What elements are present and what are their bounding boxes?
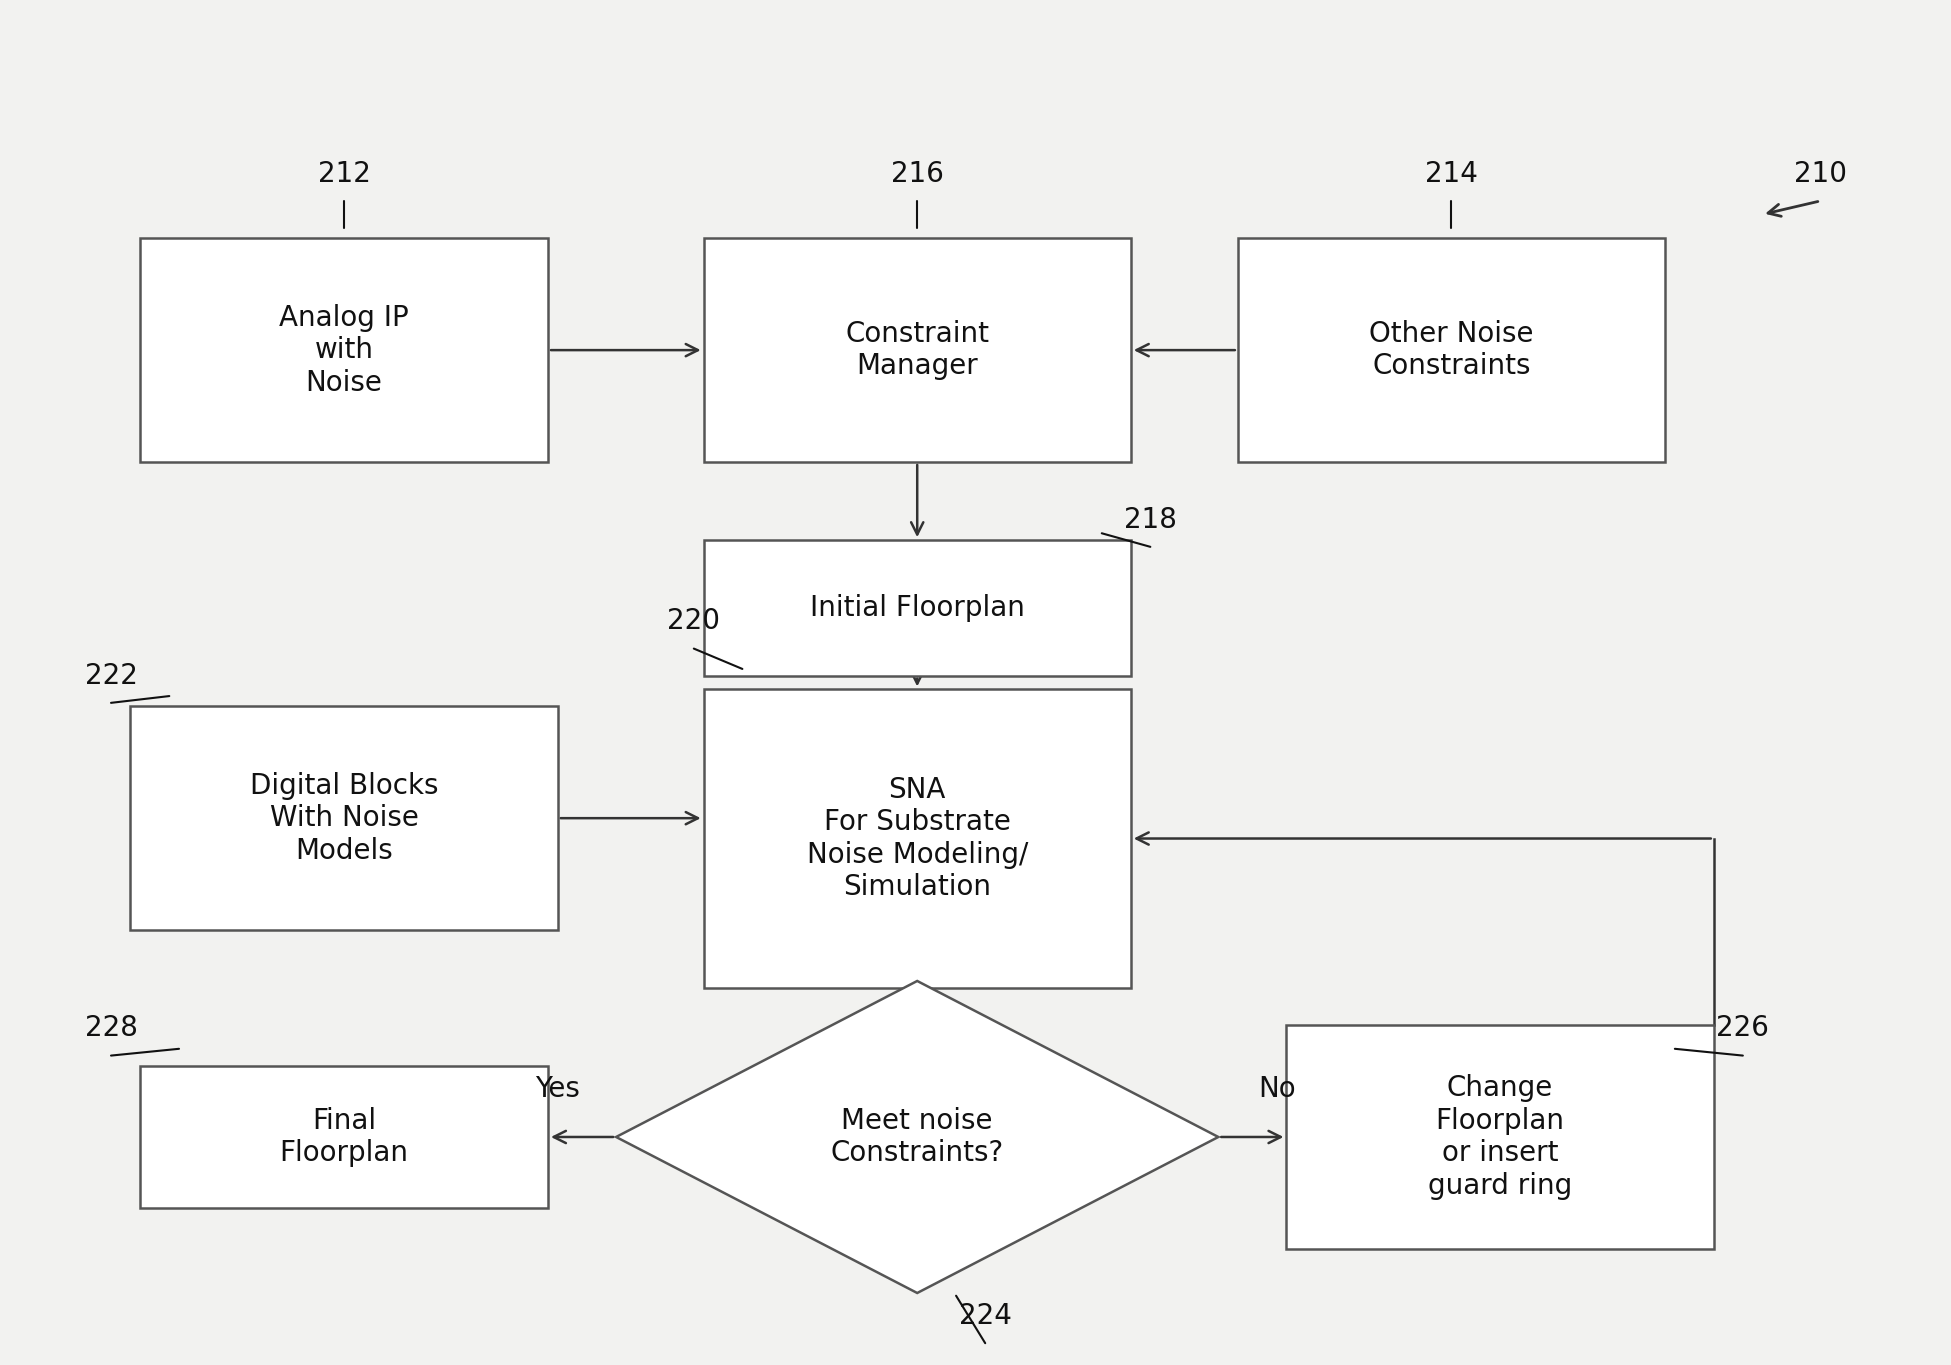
FancyBboxPatch shape <box>1286 1025 1713 1249</box>
FancyBboxPatch shape <box>704 689 1132 988</box>
FancyBboxPatch shape <box>704 541 1132 676</box>
FancyBboxPatch shape <box>131 706 558 930</box>
Text: 214: 214 <box>1424 160 1479 188</box>
FancyBboxPatch shape <box>704 238 1132 461</box>
FancyBboxPatch shape <box>140 1066 548 1208</box>
FancyBboxPatch shape <box>140 238 548 461</box>
Text: SNA
For Substrate
Noise Modeling/
Simulation: SNA For Substrate Noise Modeling/ Simula… <box>806 775 1028 901</box>
Text: Change
Floorplan
or insert
guard ring: Change Floorplan or insert guard ring <box>1428 1074 1573 1200</box>
Text: 212: 212 <box>318 160 371 188</box>
FancyBboxPatch shape <box>1237 238 1664 461</box>
Text: 220: 220 <box>667 607 720 636</box>
Text: Final
Floorplan: Final Floorplan <box>279 1107 408 1167</box>
Text: 216: 216 <box>892 160 944 188</box>
Text: Constraint
Manager: Constraint Manager <box>845 319 989 381</box>
Text: 210: 210 <box>1795 160 1848 188</box>
Text: 222: 222 <box>84 662 137 689</box>
Polygon shape <box>617 981 1217 1293</box>
Text: No: No <box>1258 1076 1295 1103</box>
Text: Initial Floorplan: Initial Floorplan <box>810 594 1024 622</box>
Text: Yes: Yes <box>535 1076 579 1103</box>
Text: Analog IP
with
Noise: Analog IP with Noise <box>279 304 410 396</box>
Text: Meet noise
Constraints?: Meet noise Constraints? <box>831 1107 1005 1167</box>
Text: 226: 226 <box>1717 1014 1770 1043</box>
Text: Other Noise
Constraints: Other Noise Constraints <box>1370 319 1533 381</box>
Text: 218: 218 <box>1124 505 1176 534</box>
Text: 224: 224 <box>958 1302 1013 1330</box>
Text: 228: 228 <box>84 1014 137 1043</box>
Text: Digital Blocks
With Noise
Models: Digital Blocks With Noise Models <box>250 771 439 864</box>
